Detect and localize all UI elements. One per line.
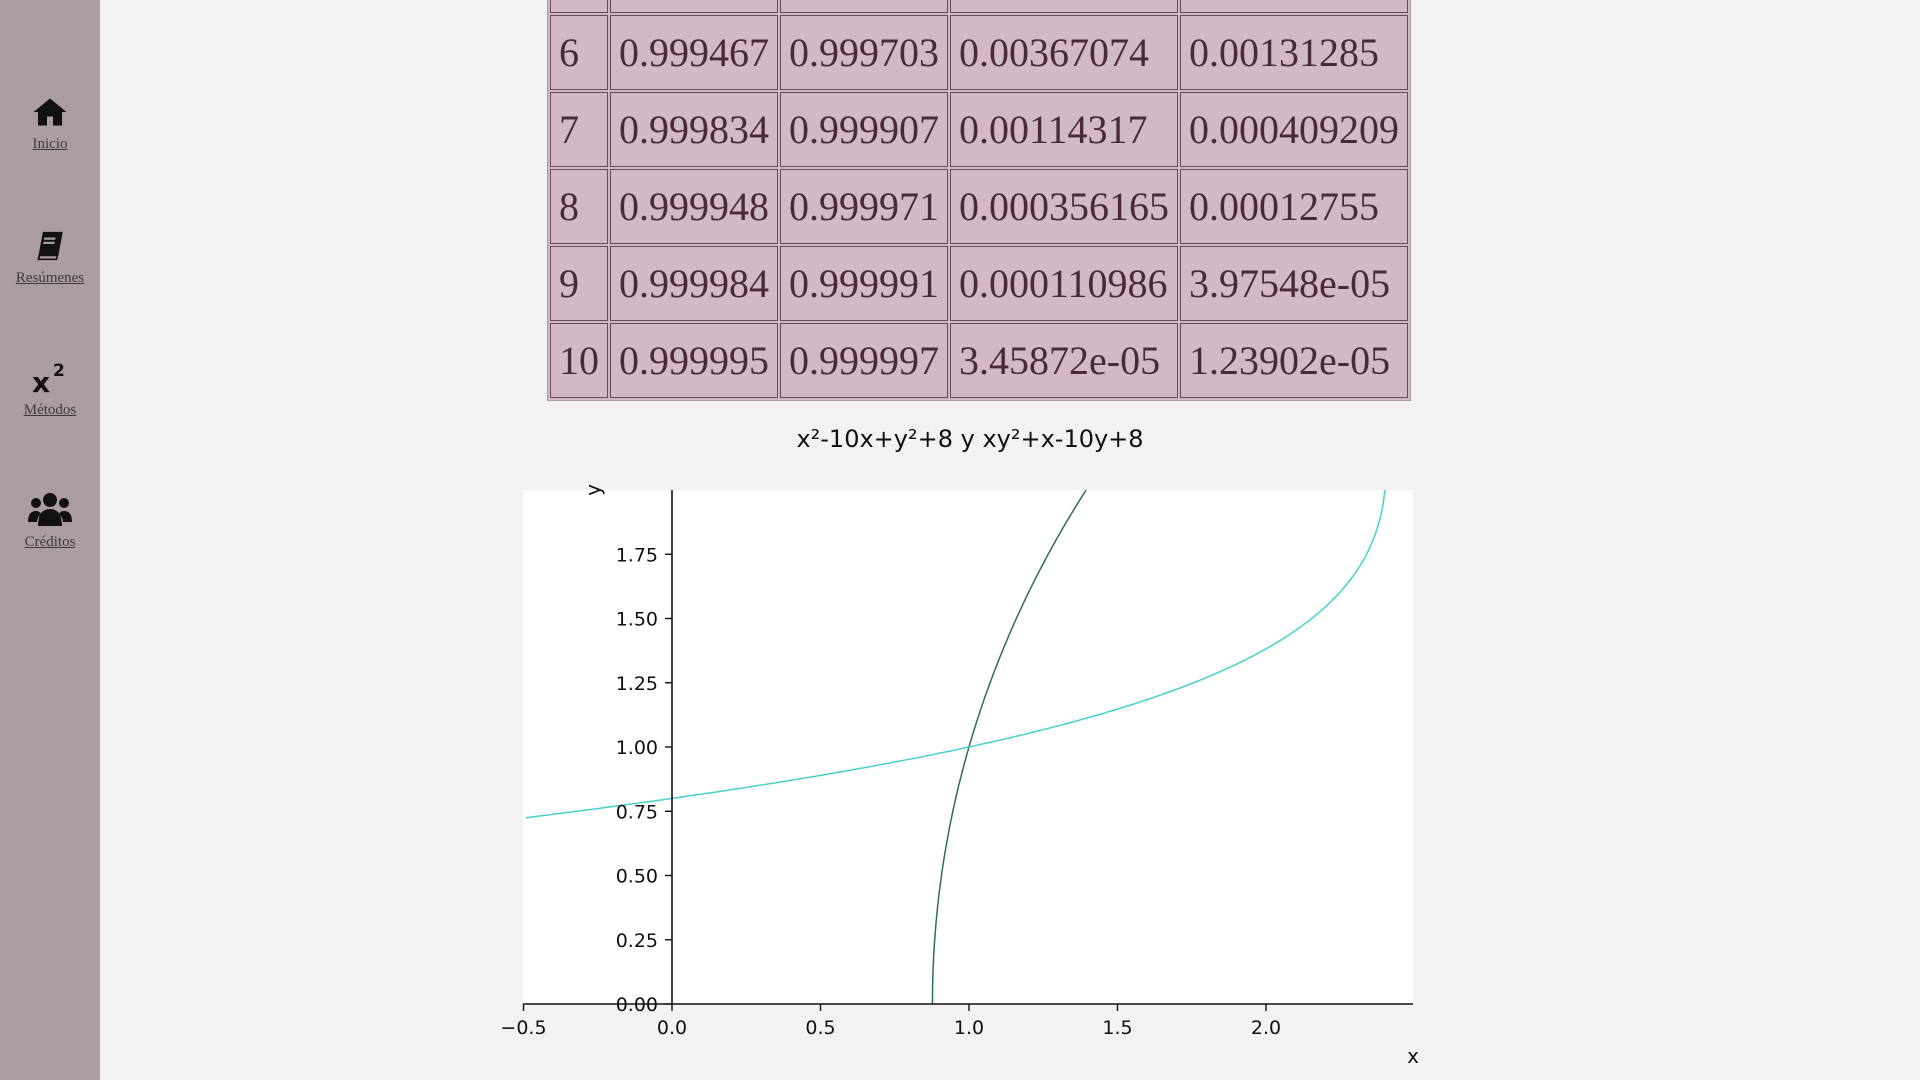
book-icon xyxy=(37,231,63,261)
table-cell: 0.999991 xyxy=(780,246,948,321)
table-cell: 10 xyxy=(550,323,608,398)
table-row: 8 0.999948 0.999971 0.000356165 0.000127… xyxy=(550,169,1408,244)
sidebar-item-label: Resúmenes xyxy=(15,270,85,286)
y-tick-label: 0.75 xyxy=(616,801,658,823)
table-cell: 7 xyxy=(550,92,608,167)
table-row: 10 0.999995 0.999997 3.45872e-05 1.23902… xyxy=(550,323,1408,398)
sidebar-item-inicio[interactable]: Inicio xyxy=(0,92,100,153)
y-axis-label: y xyxy=(581,484,605,496)
table-cell: 3.45872e-05 xyxy=(950,323,1178,398)
ticks: −0.5 0.0 0.5 1.0 1.5 2.0 0.00 0.25 0.50 0.75 1.00 1… xyxy=(500,544,1281,1039)
x-tick-label: 1.0 xyxy=(954,1017,984,1039)
table-row xyxy=(550,0,1408,13)
x-tick-label: 1.5 xyxy=(1102,1017,1132,1039)
table-cell: 0.999834 xyxy=(610,92,778,167)
x-axis-label: x xyxy=(1407,1044,1419,1068)
table-cell: 8 xyxy=(550,169,608,244)
table-cell: 0.999703 xyxy=(780,15,948,90)
table-cell: 0.999971 xyxy=(780,169,948,244)
y-tick-label: 1.75 xyxy=(616,544,658,566)
x-tick-label: 0.5 xyxy=(805,1017,835,1039)
table-cell: 3.97548e-05 xyxy=(1180,246,1408,321)
curve-series-2 xyxy=(525,489,1386,819)
table-row: 7 0.999834 0.999907 0.00114317 0.0004092… xyxy=(550,92,1408,167)
table-cell: 0.000409209 xyxy=(1180,92,1408,167)
home-icon xyxy=(33,98,67,126)
chart-title: x²-10x+y²+8 y xy²+x-10y+8 xyxy=(796,425,1144,453)
sidebar-item-creditos[interactable]: Créditos xyxy=(0,490,100,551)
table-cell: 0.00367074 xyxy=(950,15,1178,90)
sidebar-item-label: Inicio xyxy=(32,136,68,152)
y-tick-label: 0.50 xyxy=(616,866,658,888)
table-cell: 0.999984 xyxy=(610,246,778,321)
table-row: 9 0.999984 0.999991 0.000110986 3.97548e… xyxy=(550,246,1408,321)
table-cell: 0.999467 xyxy=(610,15,778,90)
x-tick-label: 0.0 xyxy=(657,1017,687,1039)
x-tick-label: 2.0 xyxy=(1251,1017,1281,1039)
table-cell: 9 xyxy=(550,246,608,321)
sidebar: Inicio Resúmenes x 2 Métodos Créditos xyxy=(0,0,100,1080)
x-tick-label: −0.5 xyxy=(500,1017,546,1039)
table-cell: 0.000356165 xyxy=(950,169,1178,244)
y-tick-label: 1.50 xyxy=(616,609,658,631)
table-cell: 0.00131285 xyxy=(1180,15,1408,90)
svg-text:2: 2 xyxy=(53,361,65,381)
y-tick-label: 1.25 xyxy=(616,673,658,695)
table-cell: 0.000110986 xyxy=(950,246,1178,321)
table-cell: 0.00114317 xyxy=(950,92,1178,167)
table-cell: 0.00012755 xyxy=(1180,169,1408,244)
curves xyxy=(525,489,1386,1004)
table-cell: 6 xyxy=(550,15,608,90)
table-cell: 0.999948 xyxy=(610,169,778,244)
sidebar-item-resumenes[interactable]: Resúmenes xyxy=(0,226,100,287)
sidebar-item-label: Métodos xyxy=(23,402,77,418)
table-row: 6 0.999467 0.999703 0.00367074 0.0013128… xyxy=(550,15,1408,90)
y-tick-label: 0.25 xyxy=(616,930,658,952)
x-squared-icon: x 2 xyxy=(32,361,65,398)
table-cell: 1.23902e-05 xyxy=(1180,323,1408,398)
y-tick-label: 1.00 xyxy=(616,737,658,759)
sidebar-item-metodos[interactable]: x 2 Métodos xyxy=(0,358,100,419)
results-table: 6 0.999467 0.999703 0.00367074 0.0013128… xyxy=(547,0,1411,401)
y-tick-label: 0.00 xyxy=(616,994,658,1016)
users-icon xyxy=(28,493,72,526)
svg-text:x: x xyxy=(32,366,50,398)
table-cell: 0.999907 xyxy=(780,92,948,167)
sidebar-item-label: Créditos xyxy=(24,534,76,550)
table-cell: 0.999997 xyxy=(780,323,948,398)
table-cell: 0.999995 xyxy=(610,323,778,398)
